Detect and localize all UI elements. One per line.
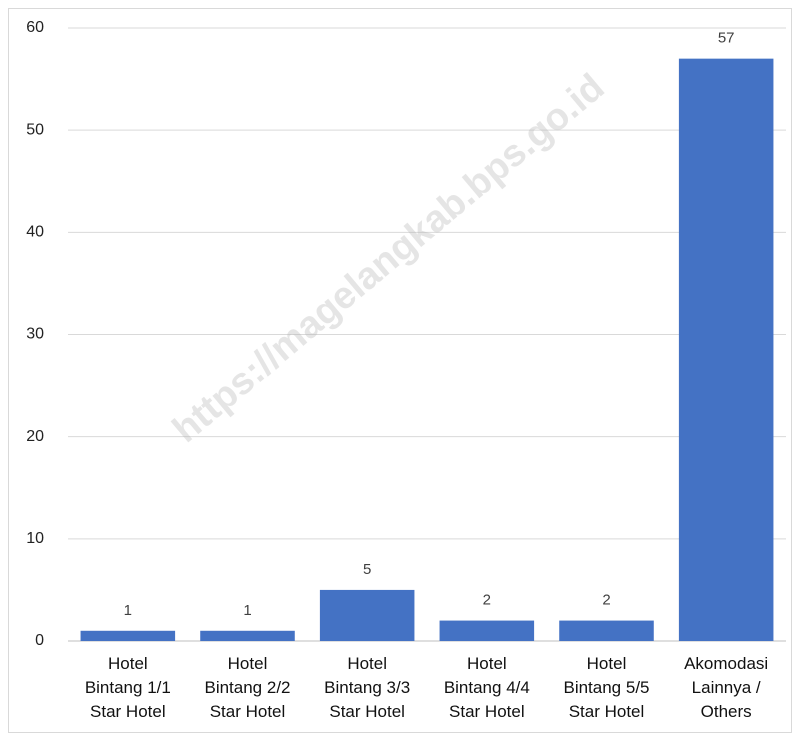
bar (80, 630, 176, 641)
watermark: https://magelangkab.bps.go.id (165, 66, 612, 451)
x-tick-label: Hotel Bintang 4/4 Star Hotel (443, 654, 530, 721)
y-tick-label: 0 (35, 632, 44, 649)
y-tick-label: 20 (26, 428, 44, 445)
y-tick-label: 10 (26, 530, 44, 547)
y-tick-label: 40 (26, 224, 44, 241)
y-tick-label: 60 (26, 19, 44, 36)
data-label: 2 (483, 592, 491, 609)
bar (319, 589, 415, 641)
y-tick-label: 30 (26, 326, 44, 343)
data-label: 57 (718, 30, 735, 47)
data-label: 2 (602, 592, 610, 609)
bar (200, 630, 295, 641)
x-tick-label: Hotel Bintang 1/1 Star Hotel (84, 654, 171, 721)
bar (439, 620, 535, 641)
x-tick-label: Akomodasi Lainnya / Others (684, 654, 769, 721)
y-tick-label: 50 (26, 121, 44, 138)
bar (678, 58, 774, 641)
x-tick-label: Hotel Bintang 2/2 Star Hotel (204, 654, 291, 721)
x-tick-label: Hotel Bintang 3/3 Star Hotel (324, 654, 411, 721)
data-label: 1 (124, 602, 132, 619)
x-tick-label: Hotel Bintang 5/5 Star Hotel (563, 654, 650, 721)
bar (559, 620, 654, 641)
data-label: 1 (243, 602, 251, 619)
data-label: 5 (363, 561, 371, 578)
